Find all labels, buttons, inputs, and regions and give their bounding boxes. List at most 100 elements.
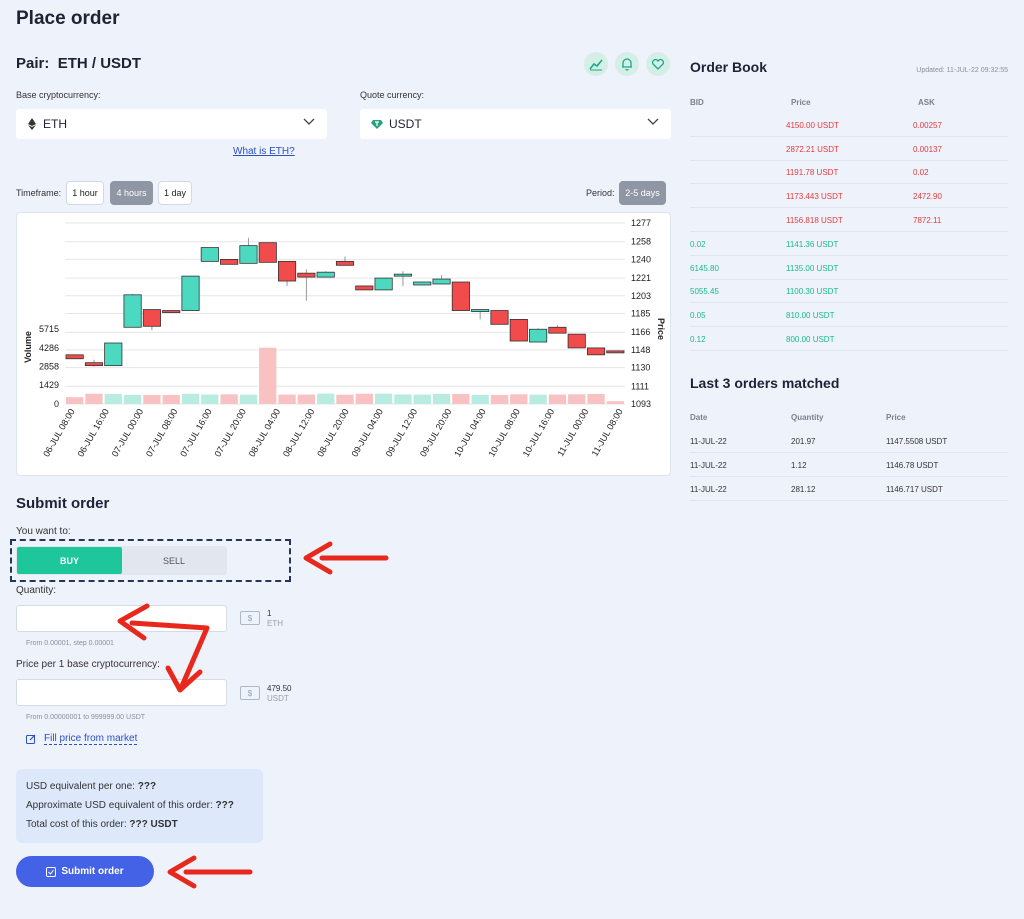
volume-bar [104,394,122,404]
usdt-icon [371,120,383,129]
matched-header-date: Date [690,413,708,422]
x-tick-label: 07-JUL 16:00 [178,407,214,459]
candle-body [162,310,181,313]
heart-icon[interactable] [646,52,670,76]
candle-body [432,278,451,285]
timeframe-1-day[interactable]: 1 day [158,181,192,205]
price-tick-label: 1185 [631,309,650,319]
usd-per-one-label: USD equivalent per one: [26,781,135,792]
period-2-5-days[interactable]: 2-5 days [619,181,666,205]
volume-bar [297,394,316,404]
usd-per-one-line: USD equivalent per one: ??? [26,781,156,792]
candle-body [316,271,335,278]
x-tick-label: 09-JUL 20:00 [418,407,454,459]
matched-price: 1146.78 USDT [886,461,939,470]
price-label: Price per 1 base cryptocurrency: [16,659,160,670]
ob-ask-row[interactable]: 4150.00 USDT 0.00257 [690,114,1008,137]
bell-icon[interactable] [615,52,639,76]
x-tick-label: 06-JUL 16:00 [75,407,111,459]
ob-header-bid: BID [690,98,704,107]
volume-bar [239,394,258,404]
ob-ask-row[interactable]: 2872.21 USDT 0.00137 [690,138,1008,161]
volume-bar [568,394,586,404]
candle-body [393,273,412,277]
submit-order-button[interactable]: Submit order [16,856,154,887]
matched-row: 11-JUL-22 201.97 1147.5508 USDT [690,429,1008,453]
volume-bar [259,347,277,404]
ob-price: 4150.00 USDT [786,121,839,130]
price-chart: 1277 1258 1240 1221 1203 1185 1166 1148 1130 1111… [16,212,671,476]
total-cost-value: ??? USDT [129,819,178,830]
buy-button[interactable]: BUY [17,547,122,574]
y-axis-title-price: Price [656,318,666,340]
total-cost-label: Total cost of this order: [26,819,127,830]
price-tick-label: 1093 [631,399,651,409]
sell-button[interactable]: SELL [162,555,186,566]
volume-bar [587,394,605,404]
ob-bid: 0.12 [690,335,706,344]
submit-order-label: Submit order [61,866,124,877]
timeframe-4-hours[interactable]: 4 hours [110,181,153,205]
candle-body [548,326,567,334]
approx-usd-label: Approximate USD equivalent of this order… [26,800,213,811]
usd-per-one-value: ??? [137,781,157,792]
price-input[interactable] [16,679,227,706]
ob-bid: 5055.45 [690,287,719,296]
ob-ask-row[interactable]: 1191.78 USDT 0.02 [690,161,1008,184]
matched-title: Last 3 orders matched [690,375,840,391]
base-select[interactable]: ETH [16,109,327,139]
volume-bar [66,397,84,404]
price-tick-label: 1166 [631,327,650,337]
x-tick-label: 08-JUL 20:00 [315,407,351,459]
quote-select[interactable]: USDT [360,109,671,139]
fill-price-link[interactable]: Fill price from market [26,733,138,745]
price-tick-label: 1277 [631,218,651,228]
x-tick-label: 08-JUL 04:00 [247,407,283,459]
x-tick-label: 08-JUL 12:00 [281,407,317,459]
timeframe-1-hour[interactable]: 1 hour [66,181,104,205]
what-is-eth-link[interactable]: What is ETH? [233,146,295,157]
x-tick-label: 09-JUL 04:00 [349,407,385,459]
candle-body [84,362,104,367]
currency-icon: $ [240,611,260,625]
volume-bar [162,394,180,404]
volume-bar [181,393,200,404]
ob-bid-row[interactable]: 0.05 810.00 USDT [690,304,1008,327]
quantity-reference-unit: ETH [267,619,283,628]
volume-bar [374,393,393,404]
price-tick-label: 1130 [631,363,650,373]
candle-body [374,277,393,291]
submit-order-title: Submit order [16,495,110,512]
price-tick-label: 1221 [631,273,651,283]
price-hint: From 0.00000001 to 999999.00 USDT [26,714,146,721]
volume-bar [471,394,489,404]
y-axis-title-volume: Volume [23,331,33,363]
ob-ask-row[interactable]: 1156.818 USDT 7872.11 [690,209,1008,232]
order-summary: USD equivalent per one: ??? Approximate … [16,769,263,843]
ob-ask-row[interactable]: 1173.443 USDT 2472.90 [690,185,1008,208]
annotation-arrow-inputs [117,603,210,693]
quantity-label: Quantity: [16,585,57,596]
ob-bid-row[interactable]: 0.12 800.00 USDT [690,328,1008,351]
candle-body [529,328,548,343]
ob-ask: 0.02 [913,168,929,177]
approx-usd-line: Approximate USD equivalent of this order… [26,800,234,811]
ob-price: 1100.30 USDT [786,287,839,296]
candle-body [220,258,239,265]
ob-bid-row[interactable]: 6145.80 1135.00 USDT [690,257,1008,280]
eth-icon [28,118,36,130]
order-book-updated: Updated: 11-JUL-22 09:32:55 [916,67,1008,74]
chart-icon[interactable] [584,52,608,76]
price-reference-value: 479.50 [267,684,292,693]
candle-body [490,310,509,325]
ob-ask: 0.00257 [913,121,942,130]
candle-body [586,347,606,356]
matched-price: 1146.717 USDT [886,485,943,494]
x-tick-label: 11-JUL 00:00 [555,407,590,458]
ob-header-ask: ASK [918,98,935,107]
order-book-title: Order Book [690,59,768,75]
ob-bid-row[interactable]: 5055.45 1100.30 USDT [690,280,1008,303]
base-label: Base cryptocurrency: [16,90,101,100]
ob-ask: 0.00137 [913,145,942,154]
ob-bid-row[interactable]: 0.02 1141.36 USDT [690,233,1008,256]
